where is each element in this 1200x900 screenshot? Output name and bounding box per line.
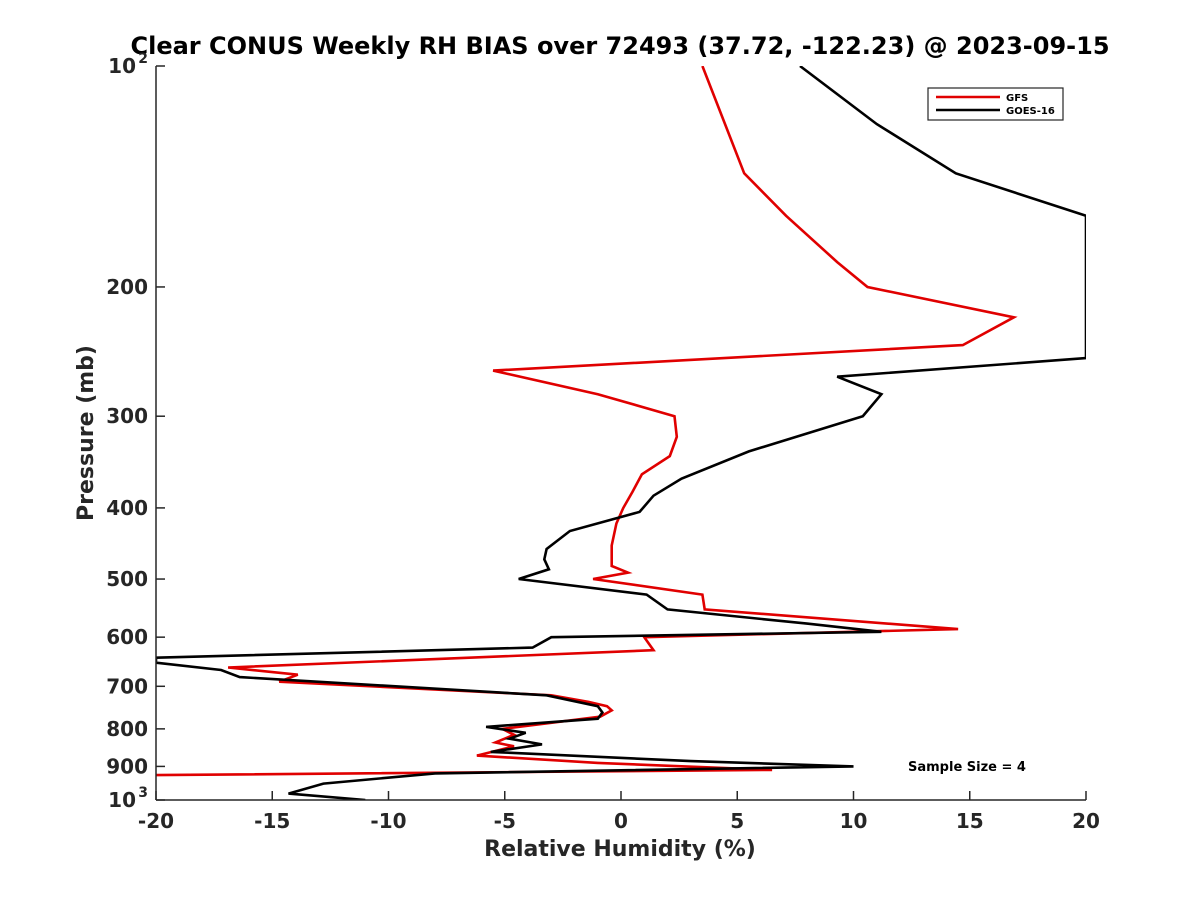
y-tick-label: 10 — [108, 788, 136, 812]
sample-size-annotation: Sample Size = 4 — [908, 760, 1026, 775]
x-axis-label: Relative Humidity (%) — [484, 837, 756, 862]
y-tick-label: 800 — [106, 717, 148, 741]
legend-box — [927, 87, 1064, 121]
x-tick-label: -10 — [370, 809, 406, 833]
y-tick-exponent: 2 — [138, 51, 148, 67]
y-tick-label: 10 — [108, 54, 136, 78]
x-tick-label: -15 — [254, 809, 290, 833]
y-tick-exponent: 3 — [138, 785, 148, 801]
x-tick-label: 20 — [1072, 809, 1100, 833]
y-tick-label: 700 — [106, 674, 148, 698]
series-line-goes-16 — [156, 66, 1086, 800]
legend: GFS GOES-16 — [927, 87, 1064, 121]
y-tick-label: 400 — [106, 496, 148, 520]
x-tick-label: 10 — [840, 809, 868, 833]
x-tick-label: 0 — [614, 809, 628, 833]
y-tick-label: 600 — [106, 625, 148, 649]
x-tick-label: 15 — [956, 809, 984, 833]
y-tick-label: 900 — [106, 754, 148, 778]
x-tick-label: -5 — [494, 809, 516, 833]
axes-layer — [155, 66, 1086, 801]
series-line-gfs — [156, 66, 1018, 777]
legend-label-goes16: GOES-16 — [1006, 106, 1055, 117]
y-axis-label: Pressure (mb) — [74, 345, 99, 521]
x-tick-label: -20 — [138, 809, 174, 833]
y-tick-label: 200 — [106, 275, 148, 299]
series-layer — [156, 66, 1086, 800]
y-tick-label: 300 — [106, 404, 148, 428]
chart-title: Clear CONUS Weekly RH BIAS over 72493 (3… — [130, 32, 1109, 60]
y-tick-label: 500 — [106, 567, 148, 591]
x-tick-label: 5 — [730, 809, 744, 833]
legend-label-gfs: GFS — [1006, 93, 1028, 104]
